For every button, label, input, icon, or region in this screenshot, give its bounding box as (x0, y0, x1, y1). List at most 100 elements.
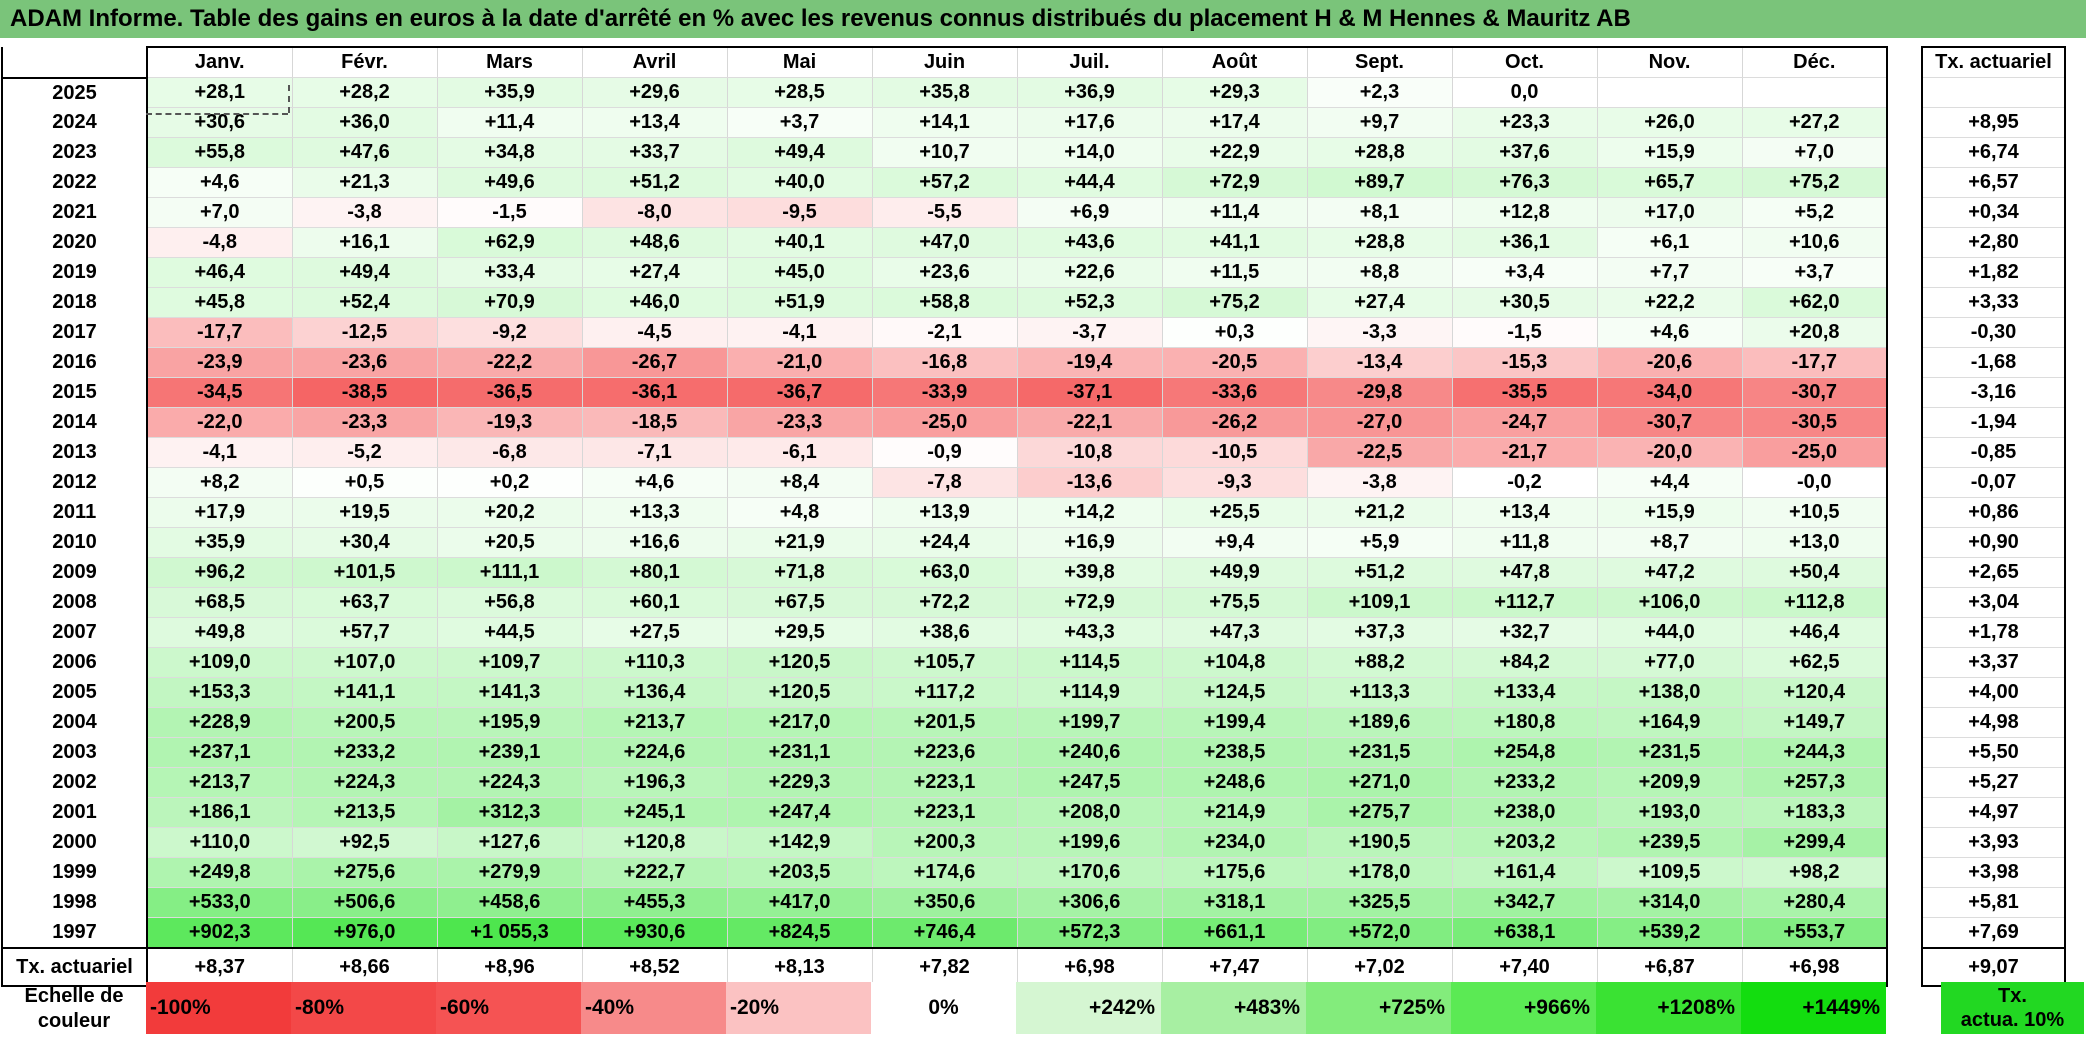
gain-cell: -13,4 (1306, 347, 1453, 378)
gain-cell: +65,7 (1596, 167, 1743, 198)
color-scale-cell: +725% (1306, 982, 1451, 1034)
tx-cell: +5,27 (1921, 767, 2066, 798)
gain-cell: +26,0 (1596, 107, 1743, 138)
gain-cell: +213,7 (581, 707, 728, 738)
gain-cell: +20,5 (436, 527, 583, 558)
table-row: 2011 +17,9 +19,5 +20,2 +13,3 +4,8 +13,9 +14,2 +2… (1, 497, 2066, 528)
footer-cell: +6,98 (1741, 947, 1888, 987)
gain-cell: +976,0 (291, 917, 438, 949)
gain-cell: +23,6 (871, 257, 1018, 288)
color-scale-cell: +1208% (1596, 982, 1741, 1034)
gain-cell: +141,3 (436, 677, 583, 708)
gain-cell: -22,2 (436, 347, 583, 378)
gain-cell: +189,6 (1306, 707, 1453, 738)
gain-cell: +223,6 (871, 737, 1018, 768)
footer-cell: +7,47 (1161, 947, 1308, 987)
gain-cell: +47,3 (1161, 617, 1308, 648)
gain-cell: +244,3 (1741, 737, 1888, 768)
gain-cell: +49,9 (1161, 557, 1308, 588)
color-scale-label-line: Echelle de (24, 985, 124, 1007)
gain-cell: +28,2 (291, 77, 438, 108)
column-gap (1887, 677, 1922, 708)
gain-cell: +248,6 (1161, 767, 1308, 798)
month-header: Oct. (1451, 46, 1598, 78)
gain-cell: -3,3 (1306, 317, 1453, 348)
gain-cell: +44,0 (1596, 617, 1743, 648)
gain-cell: +23,3 (1451, 107, 1598, 138)
gain-cell: +228,9 (146, 707, 293, 738)
gain-cell: -9,2 (436, 317, 583, 348)
gain-cell: +72,9 (1016, 587, 1163, 618)
gain-cell: +112,7 (1451, 587, 1598, 618)
footer-cell: +8,13 (726, 947, 873, 987)
gains-table: Janv. Févr. Mars Avril Mai Juin Juil. Ao… (1, 46, 2066, 987)
gain-cell: +25,5 (1161, 497, 1308, 528)
gain-cell: +231,1 (726, 737, 873, 768)
gain-cell: -1,5 (436, 197, 583, 228)
month-header: Janv. (146, 46, 293, 78)
gain-cell: +153,3 (146, 677, 293, 708)
gain-cell: +76,3 (1451, 167, 1598, 198)
gain-cell: +7,0 (146, 197, 293, 228)
gain-cell: +68,5 (146, 587, 293, 618)
gain-cell: +247,5 (1016, 767, 1163, 798)
gain-cell: +47,8 (1451, 557, 1598, 588)
gain-cell: +117,2 (871, 677, 1018, 708)
color-scale-cell: -80% (291, 982, 436, 1034)
gain-cell: +142,9 (726, 827, 873, 858)
gain-cell: +8,8 (1306, 257, 1453, 288)
gain-cell: +0,3 (1161, 317, 1308, 348)
gain-cell: +48,6 (581, 227, 728, 258)
gain-cell: +17,9 (146, 497, 293, 528)
gain-cell: +203,5 (726, 857, 873, 888)
gain-cell: +572,0 (1306, 917, 1453, 949)
gain-cell: +62,9 (436, 227, 583, 258)
gain-cell: -19,3 (436, 407, 583, 438)
gain-cell: +213,5 (291, 797, 438, 828)
gain-cell: +22,9 (1161, 137, 1308, 168)
gain-cell: -17,7 (146, 317, 293, 348)
gain-cell: +231,5 (1306, 737, 1453, 768)
gain-cell: +67,5 (726, 587, 873, 618)
gain-cell: +114,5 (1016, 647, 1163, 678)
gain-cell: -21,0 (726, 347, 873, 378)
gain-cell: -15,3 (1451, 347, 1598, 378)
tx-cell: +6,74 (1921, 137, 2066, 168)
color-scale-label-line: couleur (37, 1010, 111, 1032)
gain-cell: +72,9 (1161, 167, 1308, 198)
footer-cell: +8,66 (291, 947, 438, 987)
gain-cell: +223,1 (871, 767, 1018, 798)
tx-cell: +4,97 (1921, 797, 2066, 828)
gain-cell: +39,8 (1016, 557, 1163, 588)
gain-cell: +46,0 (581, 287, 728, 318)
tx-cell: +2,80 (1921, 227, 2066, 258)
gain-cell: +77,0 (1596, 647, 1743, 678)
gain-cell: +4,6 (146, 167, 293, 198)
gain-cell: +98,2 (1741, 857, 1888, 888)
gain-cell: -0,9 (871, 437, 1018, 468)
gain-cell: +553,7 (1741, 917, 1888, 949)
gain-cell: +238,0 (1451, 797, 1598, 828)
column-gap (1887, 797, 1922, 828)
gain-cell: +11,5 (1161, 257, 1308, 288)
gain-cell: +229,3 (726, 767, 873, 798)
gain-cell: -30,7 (1741, 377, 1888, 408)
gain-cell: +174,6 (871, 857, 1018, 888)
gain-cell: +21,3 (291, 167, 438, 198)
gain-cell: +56,8 (436, 587, 583, 618)
gain-cell: -3,7 (1016, 317, 1163, 348)
gain-cell: +107,0 (291, 647, 438, 678)
gain-cell: +5,2 (1741, 197, 1888, 228)
gain-cell: -24,7 (1451, 407, 1598, 438)
month-header: Mars (436, 46, 583, 78)
gain-cell: +20,8 (1741, 317, 1888, 348)
tx-cell: +3,98 (1921, 857, 2066, 888)
gain-cell: -3,8 (291, 197, 438, 228)
table-row: 2021 +7,0 -3,8 -1,5 -8,0 -9,5 -5,5 +6,9 +11,4 +8,… (1, 197, 2066, 228)
table-row: 1998 +533,0 +506,6 +458,6 +455,3 +417,0 +350,6… (1, 887, 2066, 918)
year-label: 1998 (1, 887, 148, 918)
gain-cell: +13,3 (581, 497, 728, 528)
gain-cell: +902,3 (146, 917, 293, 949)
gain-cell: +661,1 (1161, 917, 1308, 949)
gain-cell: +275,7 (1306, 797, 1453, 828)
